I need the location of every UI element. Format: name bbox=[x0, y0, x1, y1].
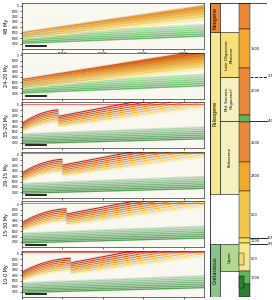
Bar bbox=[220, 76, 239, 121]
Bar bbox=[239, 122, 249, 162]
Text: 90 My: 90 My bbox=[268, 242, 272, 246]
Bar bbox=[239, 115, 249, 122]
Bar bbox=[239, 271, 249, 284]
Bar bbox=[239, 253, 244, 265]
Text: Neogene: Neogene bbox=[212, 7, 217, 29]
Bar bbox=[220, 32, 239, 76]
Text: 500: 500 bbox=[251, 213, 257, 217]
Text: 40 My: 40 My bbox=[268, 118, 272, 123]
Text: 1000: 1000 bbox=[251, 239, 260, 243]
Text: 1500: 1500 bbox=[251, 46, 260, 51]
Bar bbox=[220, 244, 239, 271]
Bar bbox=[239, 238, 249, 243]
Bar bbox=[239, 243, 249, 271]
Text: 2300: 2300 bbox=[251, 175, 260, 178]
Text: 65 ?? My: 65 ?? My bbox=[268, 236, 272, 240]
Bar bbox=[210, 32, 220, 194]
Text: Paleogene: Paleogene bbox=[212, 100, 217, 126]
Bar bbox=[210, 3, 220, 32]
Bar bbox=[239, 191, 249, 238]
Y-axis label: 35-20 My: 35-20 My bbox=[4, 114, 9, 136]
Bar bbox=[239, 29, 249, 68]
Text: 500: 500 bbox=[251, 257, 257, 261]
Bar bbox=[239, 162, 249, 191]
Text: Md. Eocene-
Oligocene?: Md. Eocene- Oligocene? bbox=[225, 86, 234, 111]
Y-axis label: 29-15 My: 29-15 My bbox=[4, 164, 9, 186]
Text: Paleocene: Paleocene bbox=[228, 147, 231, 167]
Text: 2500: 2500 bbox=[251, 141, 260, 145]
Bar bbox=[220, 121, 239, 194]
Y-axis label: 4B My: 4B My bbox=[4, 18, 9, 34]
Bar bbox=[239, 284, 249, 297]
Text: Upper: Upper bbox=[228, 251, 231, 263]
Bar bbox=[239, 276, 244, 288]
Bar bbox=[239, 3, 249, 29]
Text: 2000: 2000 bbox=[251, 89, 260, 93]
Text: Late Oligocene-
Miocene: Late Oligocene- Miocene bbox=[225, 39, 234, 70]
Y-axis label: 15-30 My: 15-30 My bbox=[4, 213, 9, 236]
Text: 25 My: 25 My bbox=[268, 74, 272, 79]
Text: 1000: 1000 bbox=[251, 276, 260, 280]
Bar bbox=[239, 68, 249, 115]
Y-axis label: 24-20 My: 24-20 My bbox=[4, 64, 9, 87]
Y-axis label: 10-0 My: 10-0 My bbox=[4, 264, 9, 284]
Text: Cretaceous: Cretaceous bbox=[212, 257, 217, 284]
Bar bbox=[210, 244, 220, 297]
